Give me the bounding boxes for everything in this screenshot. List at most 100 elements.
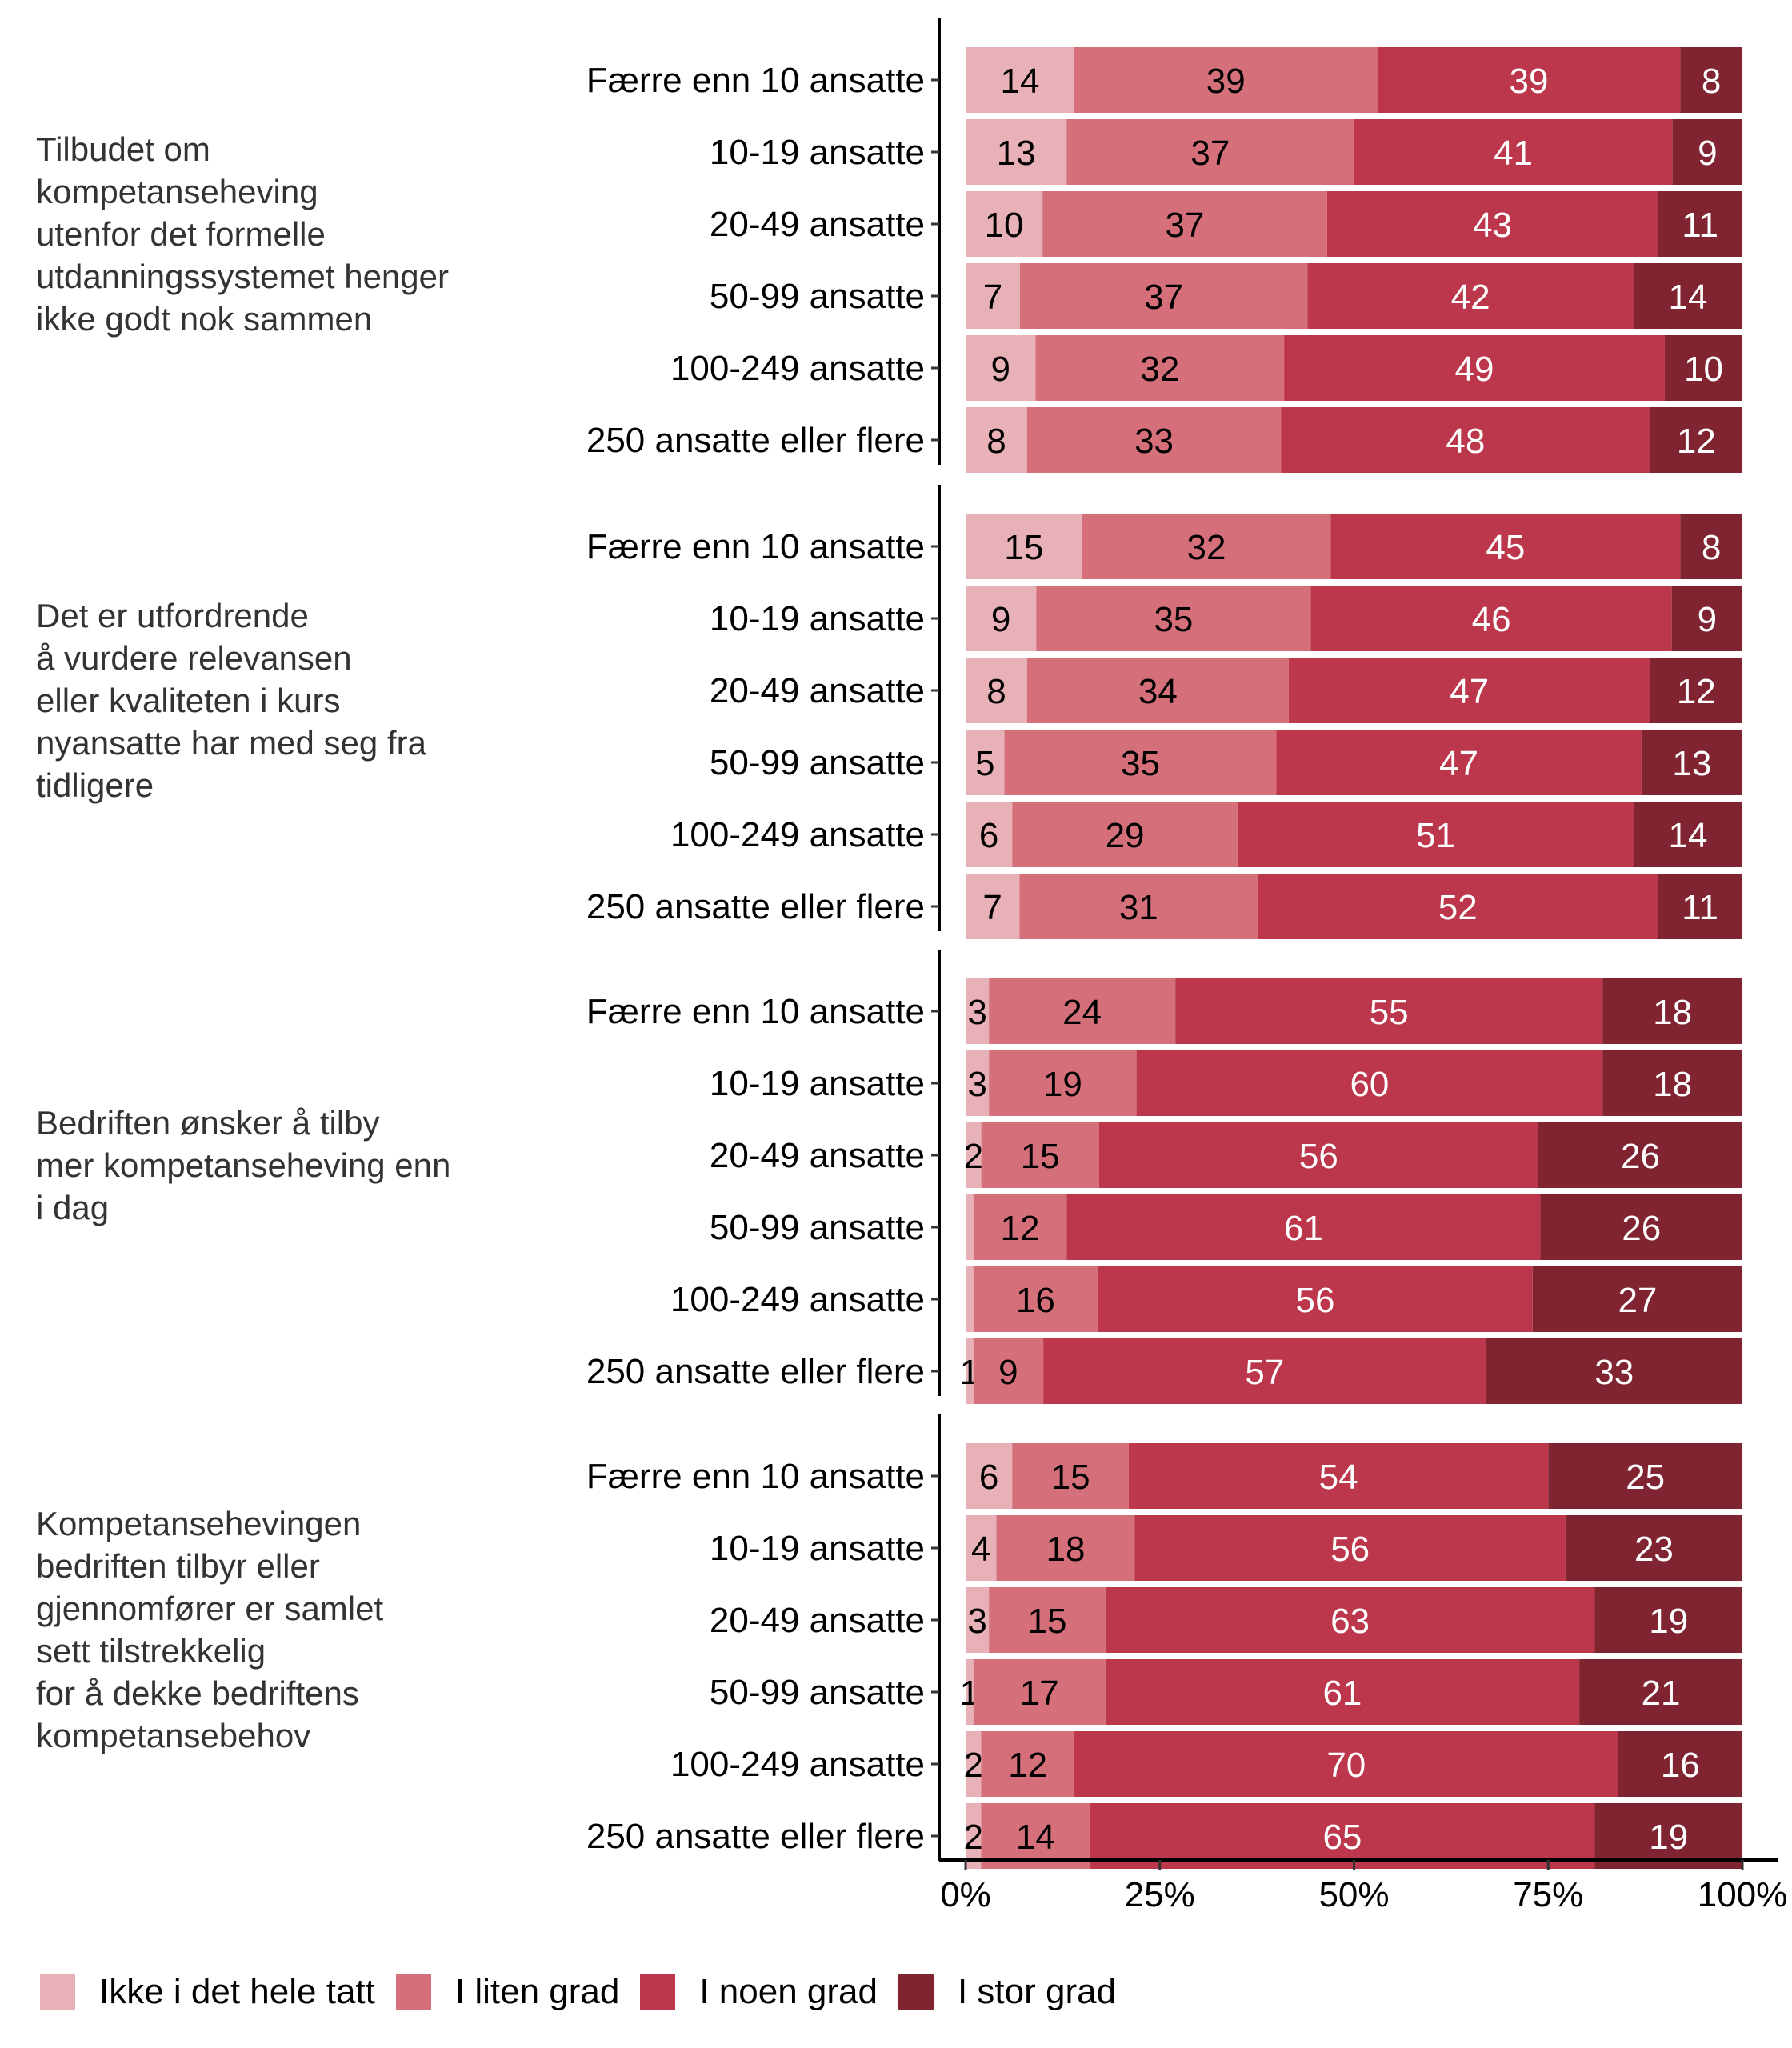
bar-segment <box>973 1266 1098 1332</box>
data-label: 55 <box>1370 993 1409 1032</box>
data-label: 2 <box>963 1818 982 1857</box>
bar-segment <box>966 1587 990 1653</box>
data-label: 7 <box>983 278 1002 317</box>
bar-segment <box>966 119 1067 185</box>
category-label: 50-99 ansatte <box>710 1208 925 1247</box>
data-label: 6 <box>979 1458 998 1497</box>
category-label: 100-249 ansatte <box>670 1745 925 1784</box>
data-label: 60 <box>1350 1065 1389 1104</box>
data-label: 13 <box>997 134 1036 173</box>
data-label: 61 <box>1322 1674 1362 1713</box>
bar-segment <box>966 263 1020 329</box>
bar-segment <box>973 1338 1044 1404</box>
legend-swatch <box>395 1974 431 2010</box>
data-label: 46 <box>1472 600 1511 639</box>
data-label: 15 <box>1051 1458 1090 1497</box>
bar-segment <box>981 1731 1074 1797</box>
bar-segment <box>1618 1731 1742 1797</box>
data-label: 19 <box>1649 1602 1688 1641</box>
legend-item: I liten grad <box>395 1972 620 2012</box>
x-tick-label: 25% <box>1125 1875 1195 1914</box>
category-label: 100-249 ansatte <box>670 349 925 388</box>
bar-segment <box>1012 802 1238 867</box>
category-label: 250 ansatte eller flere <box>586 421 925 460</box>
legend-swatch <box>640 1974 676 2010</box>
bar-segment <box>1594 1587 1742 1653</box>
data-label: 34 <box>1138 672 1178 711</box>
category-label: 50-99 ansatte <box>710 1673 925 1712</box>
bar-segment <box>1565 1515 1742 1581</box>
bar-segment <box>989 1587 1106 1653</box>
bar-segment <box>1105 1659 1580 1725</box>
data-label: 7 <box>982 888 1002 927</box>
bar-segment <box>1074 47 1378 113</box>
group-label: Det er utfordrende å vurdere relevansen … <box>36 596 426 804</box>
data-label: 14 <box>1016 1818 1055 1857</box>
data-label: 48 <box>1446 422 1485 461</box>
bar-segment <box>1658 191 1742 257</box>
data-label: 5 <box>975 744 994 783</box>
group-label: Tilbudet om kompetanseheving utenfor det… <box>36 130 449 338</box>
bar-segment <box>1066 119 1354 185</box>
bar-segment <box>1258 874 1658 939</box>
bar-segment <box>1276 730 1642 795</box>
bar-segment <box>1602 978 1742 1044</box>
bar-segment <box>1594 1803 1742 1869</box>
x-tick-label: 0% <box>940 1875 991 1914</box>
bar-segment <box>1650 407 1742 473</box>
bar-segment <box>1043 1338 1486 1404</box>
bar-segment <box>966 407 1027 473</box>
data-label: 9 <box>1698 134 1717 173</box>
bar-segment <box>1602 1050 1742 1116</box>
category-label: 250 ansatte eller flere <box>586 1352 925 1391</box>
x-tick-label: 75% <box>1513 1875 1583 1914</box>
data-label: 3 <box>967 1065 986 1104</box>
bar-segment <box>973 1659 1106 1725</box>
data-label: 12 <box>1677 672 1716 711</box>
bar-segment <box>966 586 1037 651</box>
legend: Ikke i det hele tatt I liten grad I noen g… <box>40 1972 1137 2012</box>
data-label: 25 <box>1626 1458 1665 1497</box>
bar-segment <box>966 978 990 1044</box>
bar-segment <box>989 978 1176 1044</box>
legend-swatch <box>898 1974 934 2010</box>
bar-segment <box>1634 802 1742 867</box>
category-label: Færre enn 10 ansatte <box>586 61 925 100</box>
bar-segment <box>1538 1122 1742 1188</box>
bar-segment <box>1134 1515 1566 1581</box>
data-label: 12 <box>1000 1209 1039 1248</box>
bar-segment <box>1019 874 1258 939</box>
bar-segment <box>1090 1803 1595 1869</box>
data-label: 56 <box>1330 1530 1370 1569</box>
bar-segment <box>1105 1587 1595 1653</box>
bar-segment <box>966 1803 982 1869</box>
category-label: 10-19 ansatte <box>710 1529 925 1568</box>
data-label: 70 <box>1326 1746 1366 1785</box>
bar-segment <box>1680 514 1742 579</box>
legend-item: I stor grad <box>898 1972 1116 2012</box>
data-label: 21 <box>1642 1674 1681 1713</box>
data-label: 15 <box>1027 1602 1066 1641</box>
data-label: 3 <box>967 1602 986 1641</box>
category-label: Færre enn 10 ansatte <box>586 992 925 1031</box>
bar-segment <box>1310 586 1672 651</box>
bar-segment <box>966 1194 974 1260</box>
legend-label: I liten grad <box>454 1972 620 2011</box>
bar-segment <box>1532 1266 1742 1332</box>
bar-segment <box>981 1803 1090 1869</box>
data-label: 6 <box>979 816 998 855</box>
bar-segment <box>1326 191 1658 257</box>
data-label: 33 <box>1594 1353 1634 1392</box>
bar-segment <box>1354 119 1673 185</box>
data-label: 2 <box>963 1746 982 1785</box>
x-tick-label: 50% <box>1318 1875 1389 1914</box>
data-label: 37 <box>1144 278 1183 317</box>
data-label: 15 <box>1004 528 1043 567</box>
category-label: 50-99 ansatte <box>710 277 925 316</box>
data-label: 14 <box>1000 62 1039 101</box>
data-label: 52 <box>1438 888 1478 927</box>
data-label: 16 <box>1016 1281 1055 1320</box>
bar-segment <box>1012 1443 1129 1509</box>
bar-segment <box>966 1731 982 1797</box>
bar-segment <box>1641 730 1742 795</box>
